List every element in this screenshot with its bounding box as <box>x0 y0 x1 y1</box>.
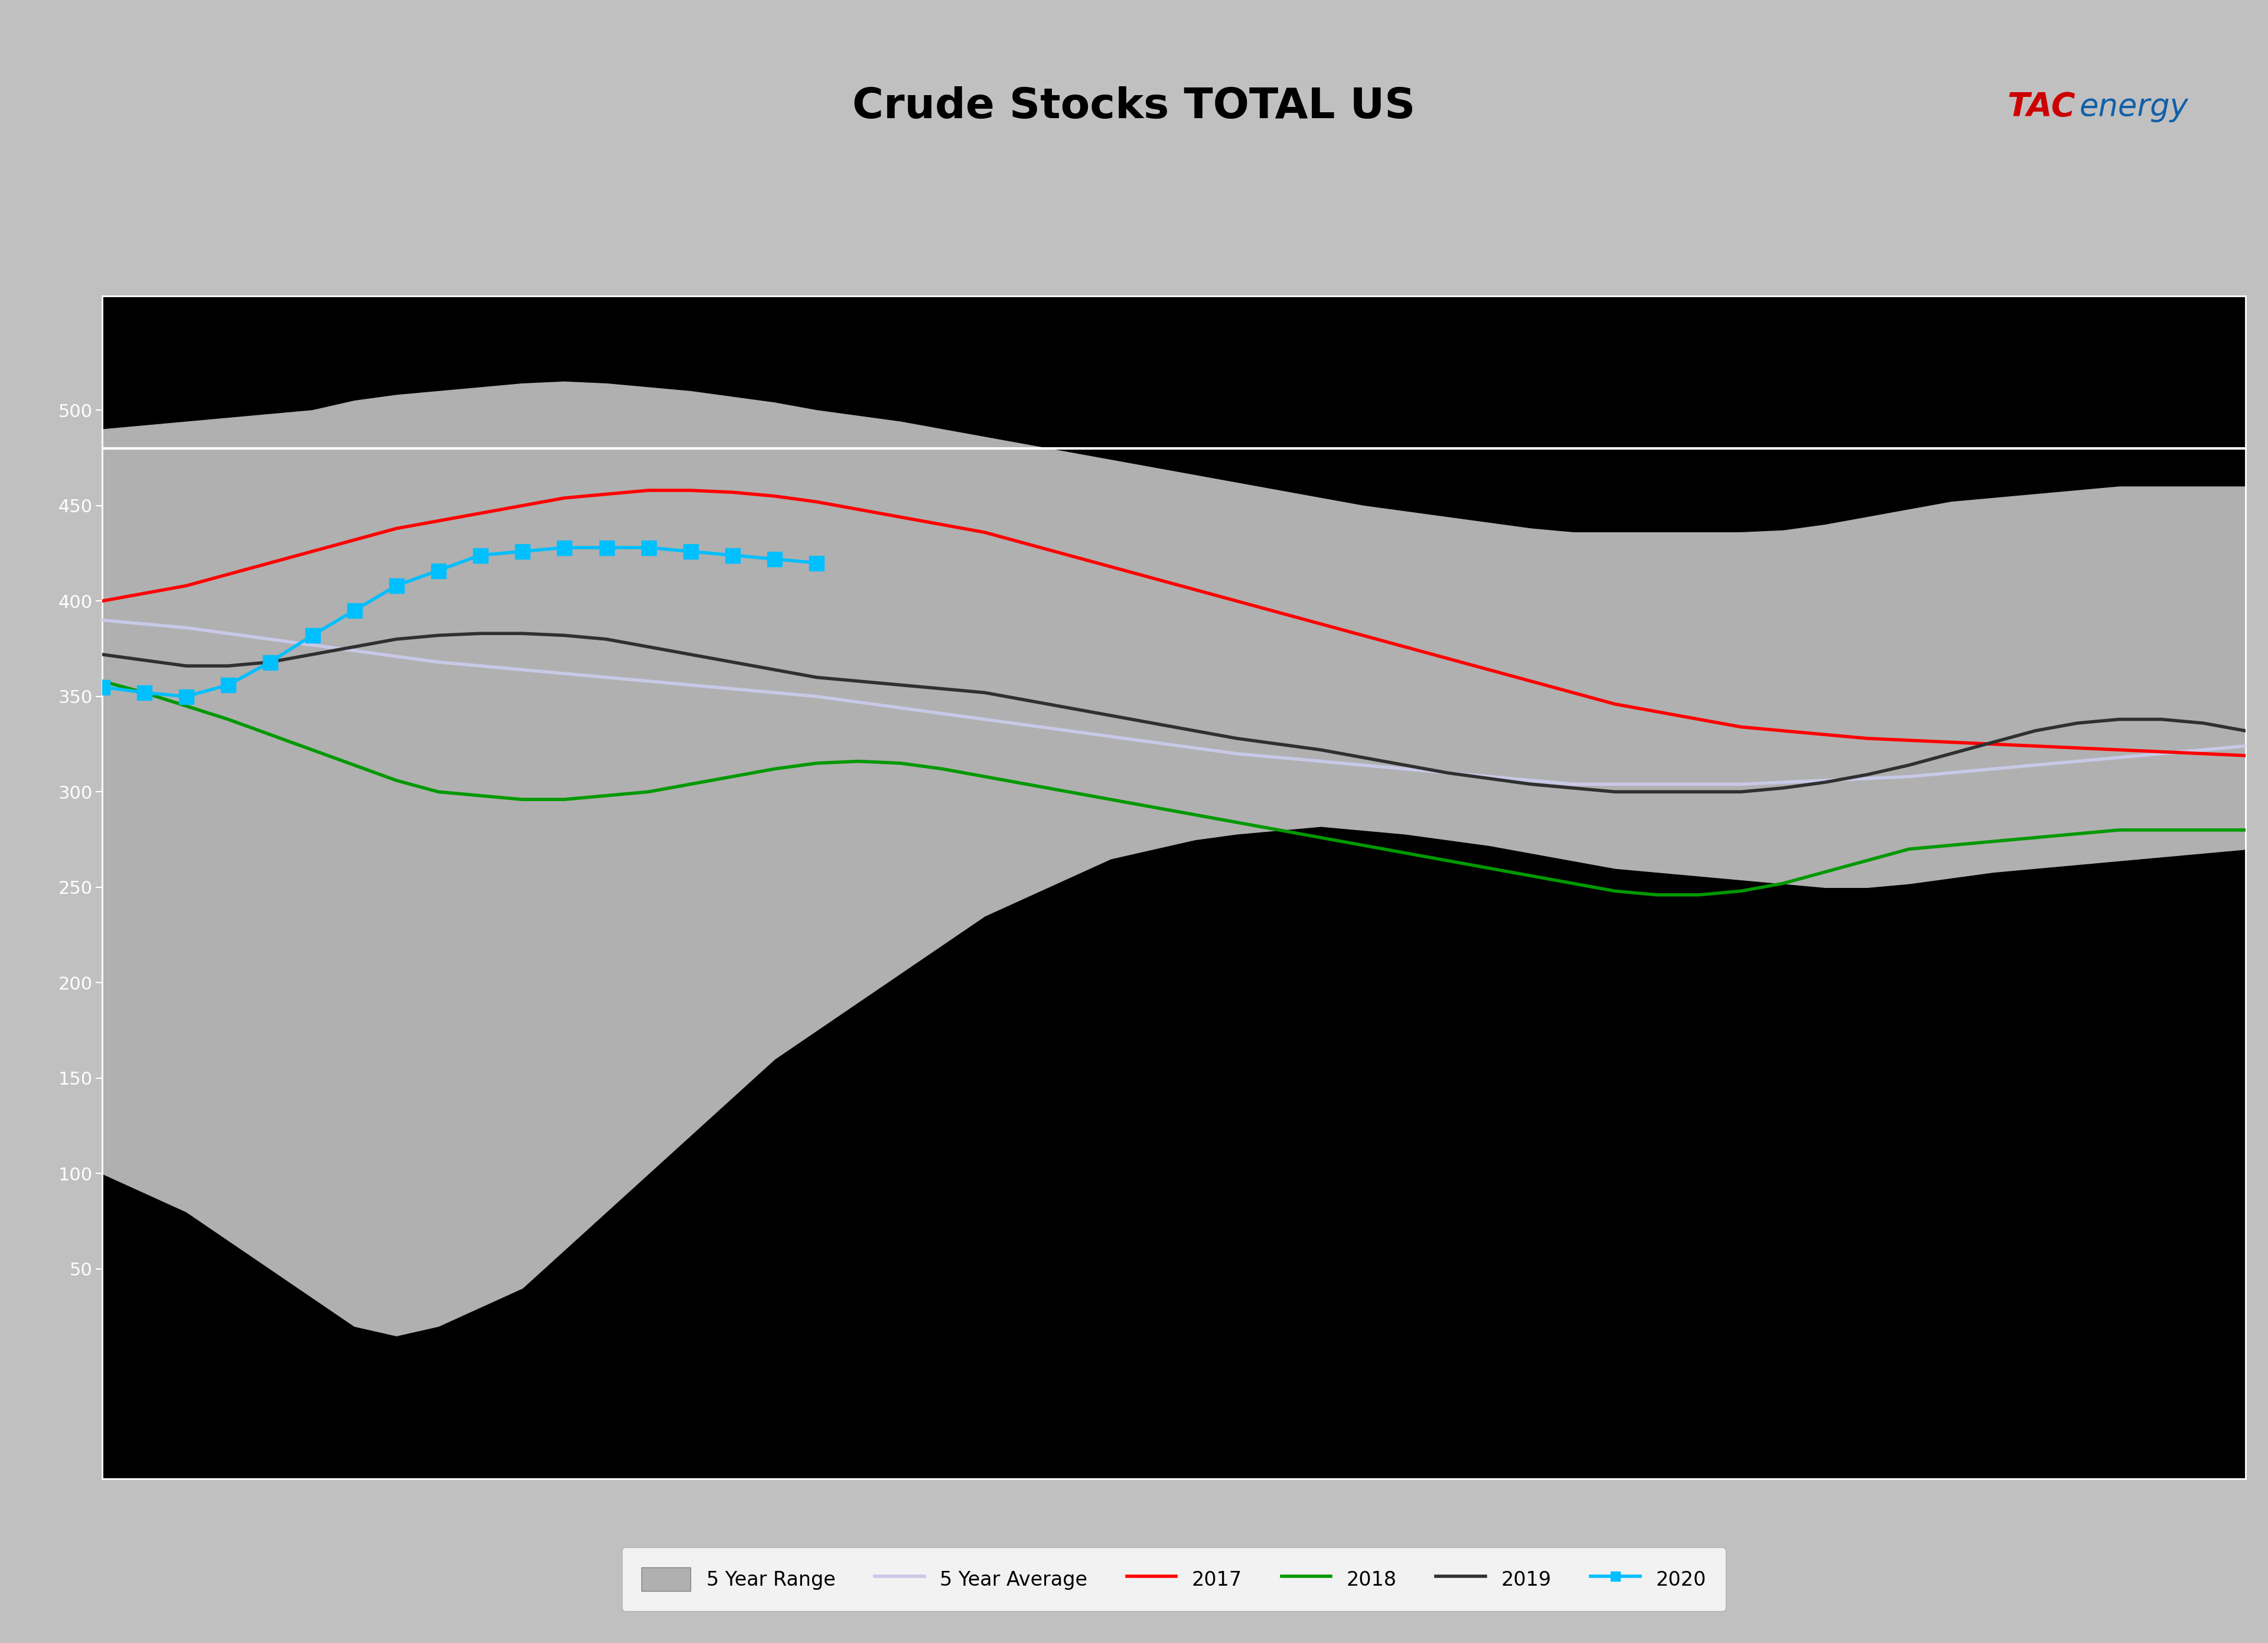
Text: Crude Stocks TOTAL US: Crude Stocks TOTAL US <box>853 87 1415 127</box>
Text: energy: energy <box>2080 92 2189 122</box>
Legend: 5 Year Range, 5 Year Average, 2017, 2018, 2019, 2020: 5 Year Range, 5 Year Average, 2017, 2018… <box>621 1548 1726 1610</box>
Text: TAC: TAC <box>2007 90 2075 123</box>
